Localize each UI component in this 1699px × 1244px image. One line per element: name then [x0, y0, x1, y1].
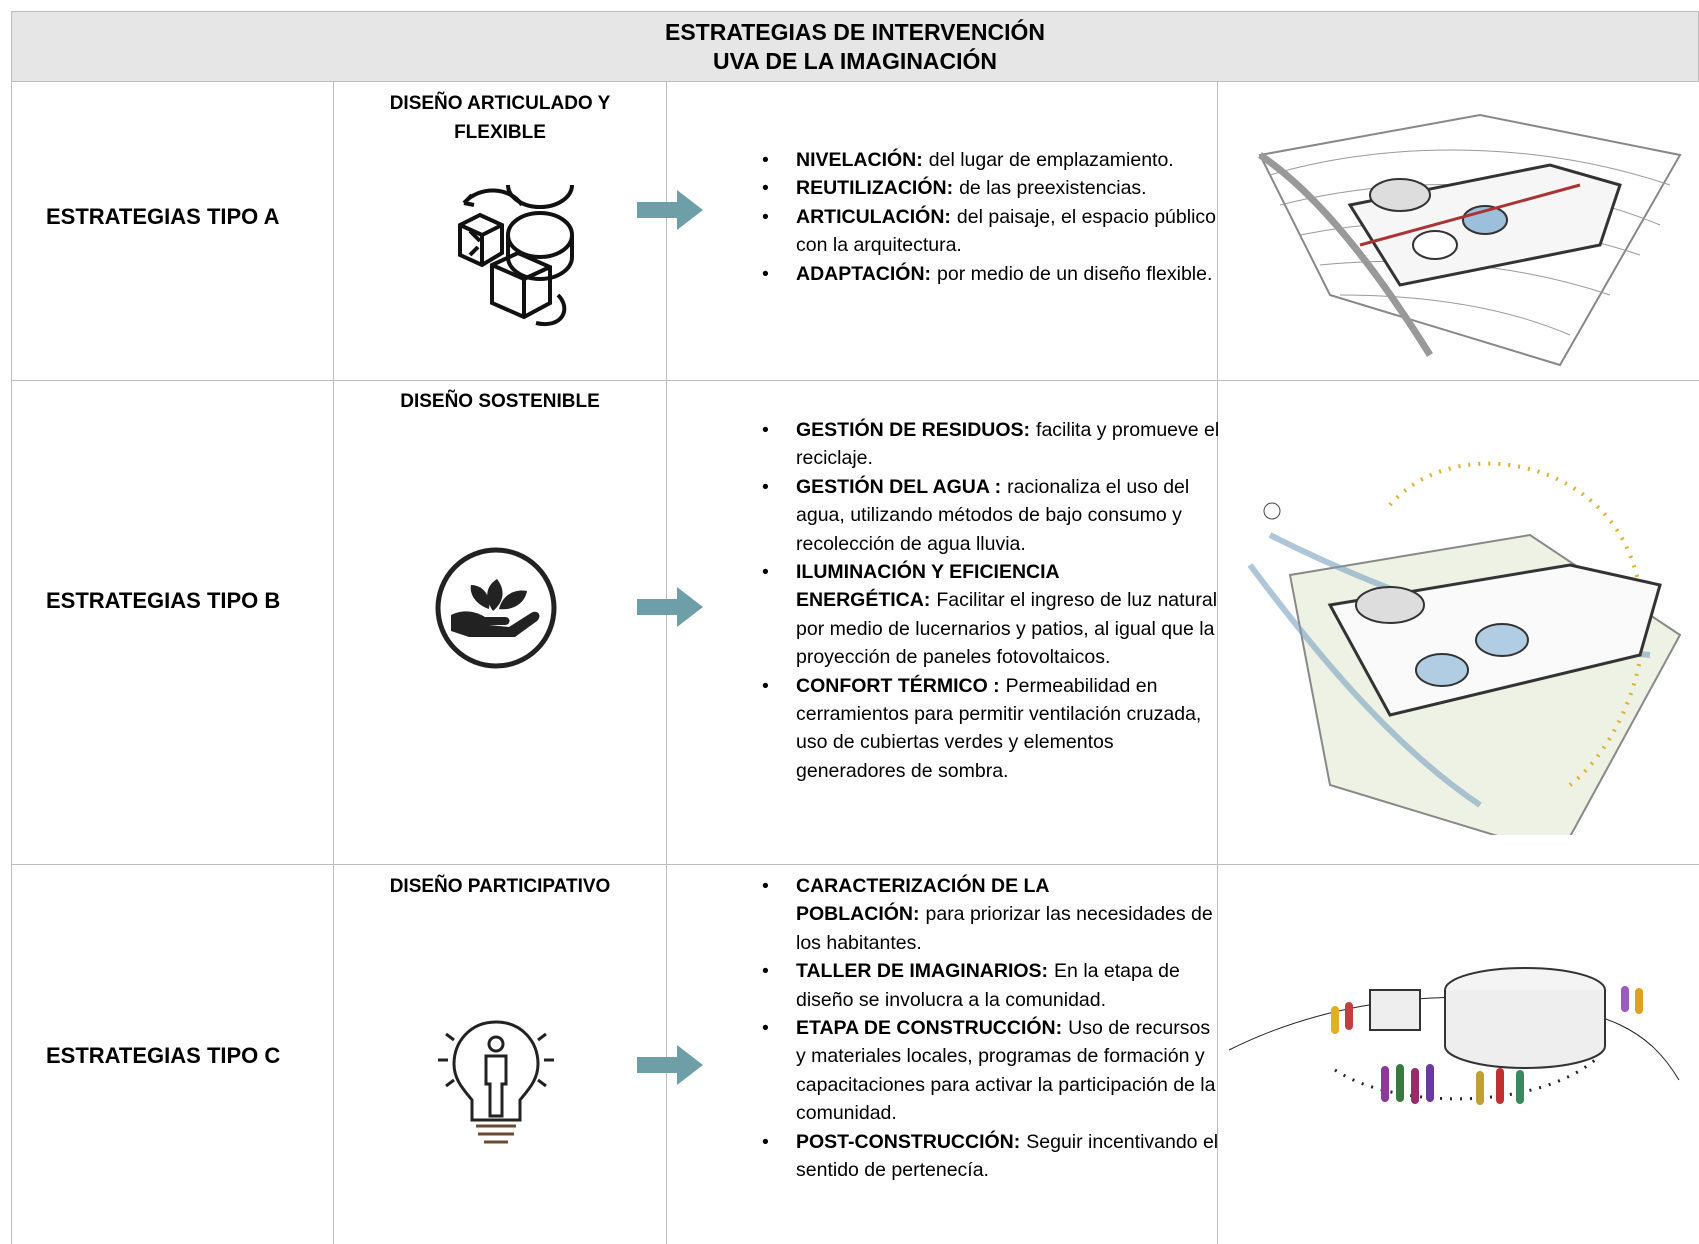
- arrow: [637, 1045, 703, 1085]
- flexible-icon: [458, 185, 574, 327]
- border: [333, 82, 334, 1244]
- arrow: [637, 190, 703, 230]
- bullet-text: Permeabilidad en cerramientos para permi…: [796, 674, 1202, 782]
- bullet-term: ETAPA DE CONSTRUCCIÓN:: [796, 1017, 1063, 1040]
- bullet-item: ETAPA DE CONSTRUCCIÓN:Uso de recursos y …: [762, 1014, 1221, 1128]
- row-label: ESTRATEGIAS TIPO B: [46, 588, 281, 613]
- bullet-item: NIVELACIÓN:del lugar de emplazamiento.: [762, 146, 1221, 175]
- strategy-title: DISEÑO SOSTENIBLE: [400, 391, 600, 412]
- strategy-title: DISEÑO ARTICULADO Y FLEXIBLE: [389, 93, 611, 143]
- bullet-text: Uso de recursos y materiales locales, pr…: [796, 1017, 1216, 1125]
- bullet-text: para priorizar las necesidades de los ha…: [796, 903, 1213, 954]
- sustainable-icon: [435, 547, 557, 669]
- participation-sketch: [1228, 967, 1680, 1105]
- bullet-term: CARACTERIZACIÓN DE LA POBLACIÓN:: [796, 875, 1049, 926]
- bullet-item: POST-CONSTRUCCIÓN:Seguir incentivando el…: [762, 1128, 1221, 1185]
- bullet-term: ARTICULACIÓN:: [796, 205, 951, 228]
- border: [11, 82, 12, 1244]
- bullet-text: racionaliza el uso del agua, utilizando …: [796, 475, 1190, 555]
- bullet-term: ADAPTACIÓN:: [796, 262, 932, 285]
- bullet-item: TALLER DE IMAGINARIOS:En la etapa de dis…: [762, 957, 1221, 1014]
- row-label: ESTRATEGIAS TIPO C: [46, 1043, 281, 1068]
- bullet-item: ADAPTACIÓN:por medio de un diseño flexib…: [762, 260, 1221, 289]
- header: ESTRATEGIAS DE INTERVENCIÓN UVA DE LA IM…: [11, 11, 1699, 82]
- bullet-term: GESTIÓN DE RESIDUOS:: [796, 419, 1031, 441]
- bullet-term: CONFORT TÉRMICO :: [796, 674, 1000, 697]
- bullet-text: del lugar de emplazamiento.: [928, 149, 1174, 171]
- title-line: UVA DE LA IMAGINACIÓN: [712, 48, 998, 74]
- bullet-item: CONFORT TÉRMICO :Permeabilidad en cerram…: [762, 672, 1221, 786]
- bullet-term: REUTILIZACIÓN:: [796, 177, 954, 200]
- bullet-term: TALLER DE IMAGINARIOS:: [796, 960, 1049, 983]
- bullet-term: GESTIÓN DEL AGUA :: [796, 475, 1002, 498]
- border: [11, 864, 1699, 865]
- site-sketch: [1258, 113, 1682, 367]
- bullet-text: de las preexistencias.: [959, 177, 1147, 200]
- bullet-term: POST-CONSTRUCCIÓN:: [796, 1130, 1021, 1153]
- bullet-list: NIVELACIÓN:del lugar de emplazamiento.RE…: [762, 146, 1221, 289]
- sustainable-sketch: [1247, 461, 1682, 835]
- bullet-term: NIVELACIÓN:: [796, 149, 923, 171]
- participative-icon: [438, 1020, 554, 1144]
- bullet-text: facilita y promueve el reciclaje.: [796, 419, 1220, 470]
- bullet-list: GESTIÓN DE RESIDUOS:facilita y promueve …: [762, 416, 1221, 786]
- row-label: ESTRATEGIAS TIPO A: [46, 204, 280, 229]
- bullet-text: por medio de un diseño flexible.: [937, 262, 1213, 285]
- bullet-item: ILUMINACIÓN Y EFICIENCIA ENERGÉTICA:Faci…: [762, 558, 1221, 672]
- title-line: ESTRATEGIAS DE INTERVENCIÓN: [665, 19, 1045, 45]
- border: [11, 380, 1699, 381]
- bullet-text: del paisaje, el espacio público con la a…: [796, 205, 1216, 257]
- arrow: [637, 587, 703, 627]
- bullet-item: CARACTERIZACIÓN DE LA POBLACIÓN:para pri…: [762, 872, 1221, 957]
- bullet-term: ILUMINACIÓN Y EFICIENCIA ENERGÉTICA:: [796, 561, 1059, 612]
- bullet-item: REUTILIZACIÓN:de las preexistencias.: [762, 174, 1221, 203]
- bullet-item: GESTIÓN DEL AGUA :racionaliza el uso del…: [762, 473, 1221, 558]
- bullet-item: ARTICULACIÓN:del paisaje, el espacio púb…: [762, 203, 1221, 260]
- bullet-text: En la etapa de diseño se involucra a la …: [796, 960, 1180, 1011]
- border: [666, 82, 667, 1244]
- bullet-text: Facilitar el ingreso de luz natural por …: [796, 589, 1218, 669]
- bullet-text: Seguir incentivando el sentido de perten…: [796, 1130, 1219, 1182]
- bullet-item: GESTIÓN DE RESIDUOS:facilita y promueve …: [762, 416, 1221, 473]
- bullet-list: CARACTERIZACIÓN DE LA POBLACIÓN:para pri…: [762, 872, 1221, 1185]
- strategy-title: DISEÑO PARTICIPATIVO: [389, 876, 611, 897]
